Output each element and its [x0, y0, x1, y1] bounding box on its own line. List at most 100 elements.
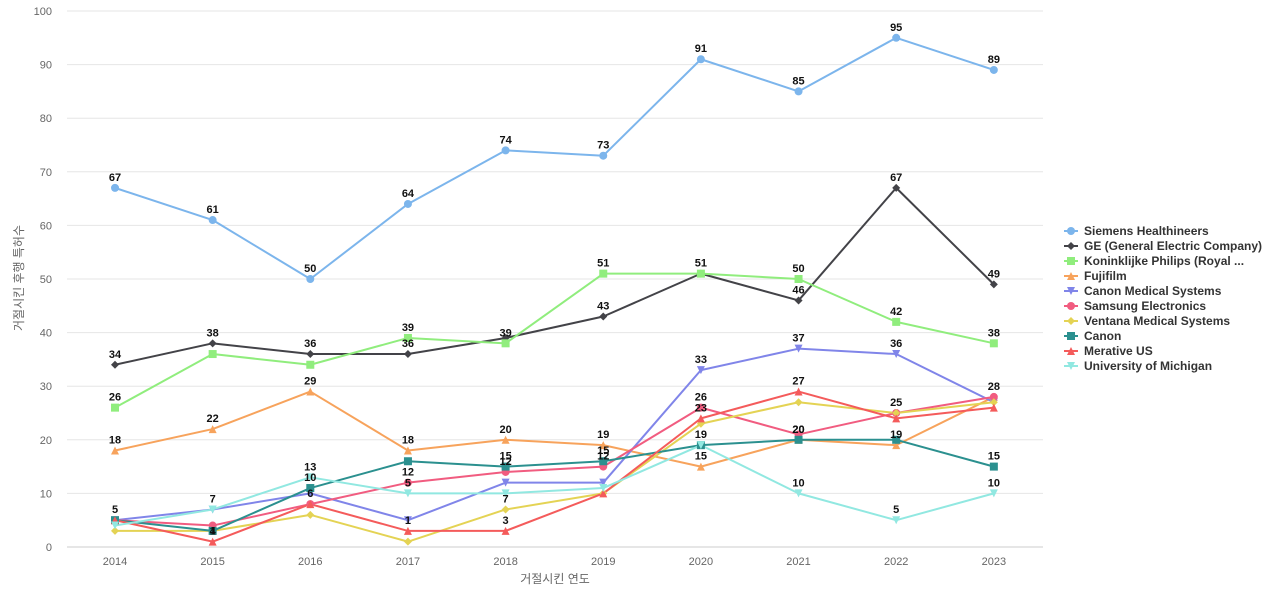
data-point[interactable] — [892, 350, 901, 359]
series-line[interactable] — [114, 395, 995, 527]
data-point[interactable] — [696, 366, 705, 375]
data-point[interactable] — [208, 216, 217, 225]
data-point[interactable] — [306, 275, 315, 283]
legend-item[interactable]: GE (General Electric Company) — [1064, 239, 1262, 253]
data-point[interactable] — [111, 403, 119, 412]
series-line[interactable] — [114, 347, 995, 522]
data-point[interactable] — [501, 478, 510, 487]
data-point[interactable] — [208, 425, 217, 434]
data-point[interactable] — [403, 333, 412, 342]
data-point[interactable] — [208, 505, 217, 514]
data-point[interactable] — [892, 317, 901, 326]
data-point[interactable] — [599, 312, 608, 321]
data-point[interactable] — [892, 414, 901, 423]
data-point[interactable] — [794, 489, 803, 498]
series-line[interactable] — [114, 36, 995, 280]
legend-item[interactable]: University of Michigan — [1064, 359, 1212, 373]
series-line[interactable] — [114, 186, 995, 366]
data-point[interactable] — [794, 435, 803, 444]
data-point[interactable] — [794, 387, 803, 396]
legend-item[interactable]: Samsung Electronics — [1064, 299, 1206, 313]
data-point[interactable] — [208, 526, 217, 535]
data-point[interactable] — [892, 441, 901, 450]
data-point[interactable] — [306, 484, 315, 493]
data-point[interactable] — [989, 65, 998, 74]
data-point[interactable] — [794, 296, 803, 305]
data-point[interactable] — [111, 446, 119, 455]
data-point[interactable] — [599, 269, 608, 278]
data-point[interactable] — [403, 526, 412, 535]
data-point[interactable] — [111, 521, 119, 530]
legend-item[interactable]: Fujifilm — [1064, 269, 1127, 283]
data-point[interactable] — [403, 457, 412, 466]
data-point[interactable] — [306, 500, 315, 509]
data-point[interactable] — [501, 489, 510, 498]
data-point[interactable] — [794, 398, 803, 407]
legend-marker[interactable] — [1067, 347, 1075, 355]
data-point[interactable] — [989, 462, 998, 471]
legend-item[interactable]: Siemens Healthineers — [1064, 224, 1209, 238]
data-point[interactable] — [306, 360, 315, 369]
data-point[interactable] — [306, 387, 315, 396]
data-point[interactable] — [111, 183, 119, 192]
data-point[interactable] — [696, 55, 705, 64]
legend-marker[interactable] — [1067, 332, 1075, 340]
data-point[interactable] — [501, 505, 510, 514]
data-point[interactable] — [892, 409, 901, 417]
data-point[interactable] — [501, 146, 510, 155]
data-point[interactable] — [599, 489, 608, 498]
data-point[interactable] — [794, 275, 803, 283]
data-point[interactable] — [306, 350, 315, 359]
legend-marker[interactable] — [1067, 227, 1075, 235]
data-point[interactable] — [403, 537, 412, 546]
data-point[interactable] — [599, 484, 608, 493]
data-point[interactable] — [989, 280, 998, 289]
data-point[interactable] — [501, 435, 510, 444]
data-point[interactable] — [208, 350, 217, 359]
data-point[interactable] — [208, 537, 217, 546]
data-point[interactable] — [208, 339, 217, 348]
series-line[interactable] — [115, 401, 994, 543]
data-point[interactable] — [696, 403, 705, 412]
data-point[interactable] — [696, 414, 705, 423]
legend-marker[interactable] — [1067, 272, 1075, 280]
legend-marker[interactable] — [1067, 302, 1075, 310]
data-point[interactable] — [501, 339, 510, 348]
data-point[interactable] — [696, 462, 705, 471]
data-point[interactable] — [989, 392, 998, 401]
data-point[interactable] — [599, 478, 608, 487]
data-point[interactable] — [989, 398, 998, 407]
data-point[interactable] — [989, 489, 998, 498]
data-point[interactable] — [696, 441, 705, 450]
data-point[interactable] — [599, 151, 608, 160]
series-line[interactable] — [114, 272, 995, 409]
legend-item[interactable]: Canon — [1064, 329, 1121, 343]
legend-marker[interactable] — [1067, 257, 1075, 265]
data-point[interactable] — [794, 344, 803, 353]
data-point[interactable] — [403, 350, 412, 359]
data-point[interactable] — [892, 516, 901, 525]
data-point[interactable] — [403, 478, 412, 487]
data-point[interactable] — [306, 473, 315, 482]
data-point[interactable] — [599, 441, 608, 450]
series-line[interactable] — [114, 390, 994, 543]
data-point[interactable] — [501, 462, 510, 471]
data-point[interactable] — [892, 435, 901, 444]
legend-item[interactable]: Ventana Medical Systems — [1064, 314, 1230, 328]
data-point[interactable] — [696, 269, 705, 278]
data-point[interactable] — [892, 33, 901, 42]
series-line[interactable] — [114, 438, 995, 532]
data-point[interactable] — [989, 403, 998, 412]
data-point[interactable] — [403, 199, 412, 208]
data-point[interactable] — [403, 446, 412, 455]
legend-marker[interactable] — [1067, 317, 1075, 325]
legend-item[interactable]: Canon Medical Systems — [1064, 284, 1222, 298]
series-line[interactable] — [114, 444, 995, 527]
data-point[interactable] — [892, 183, 901, 192]
legend-item[interactable]: Koninklijke Philips (Royal ... — [1064, 254, 1244, 268]
data-point[interactable] — [111, 360, 119, 369]
data-point[interactable] — [501, 526, 510, 535]
legend-marker[interactable] — [1067, 287, 1075, 295]
legend-marker[interactable] — [1067, 362, 1075, 370]
legend-marker[interactable] — [1067, 242, 1075, 250]
